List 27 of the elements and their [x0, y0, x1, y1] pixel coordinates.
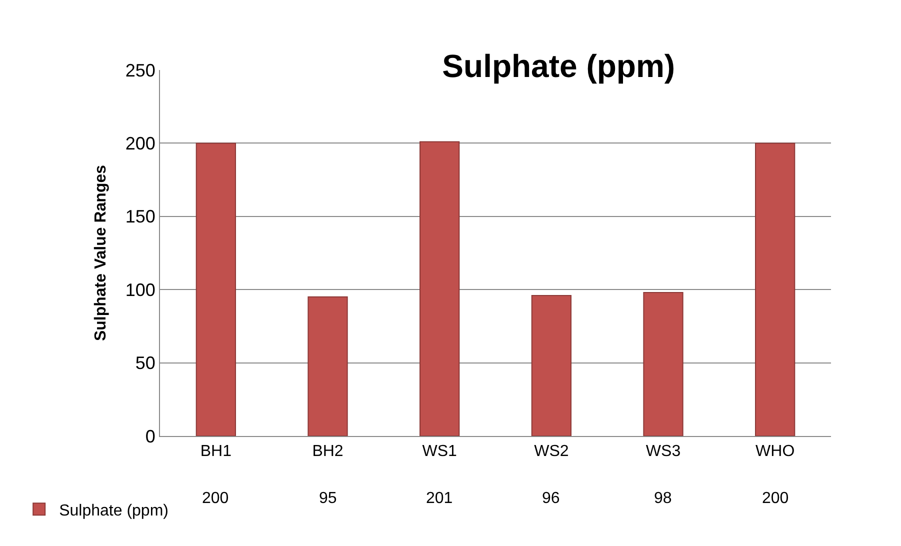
chart-title: Sulphate (ppm) — [442, 48, 676, 84]
x-tick-label: BH1 — [200, 443, 232, 460]
bar — [531, 294, 572, 436]
data-label: 98 — [654, 490, 672, 507]
y-axis-title: Sulphate Value Ranges — [92, 164, 110, 342]
data-label: 201 — [426, 490, 453, 507]
y-tick-label: 0 — [145, 426, 156, 446]
y-tick-label: 100 — [125, 280, 156, 300]
x-tick-label: WS1 — [422, 443, 458, 460]
y-tick-label: 250 — [125, 60, 156, 80]
data-label: 96 — [542, 490, 560, 507]
bar — [420, 141, 460, 436]
x-tick-label: WHO — [756, 443, 795, 460]
data-label: 95 — [319, 490, 337, 507]
x-tick-label: WS2 — [534, 443, 569, 460]
legend-label: Sulphate (ppm) — [59, 502, 168, 520]
x-tick-label: BH2 — [312, 443, 344, 460]
bar — [308, 296, 348, 436]
bar — [755, 142, 796, 436]
x-tick-label: WS3 — [646, 443, 681, 460]
y-tick-label: 50 — [135, 353, 156, 374]
data-label: 200 — [762, 490, 789, 507]
bar — [196, 142, 236, 436]
bar — [643, 292, 684, 436]
y-tick-label: 200 — [125, 134, 156, 154]
data-label: 200 — [202, 490, 229, 507]
y-tick-label: 150 — [125, 206, 156, 227]
